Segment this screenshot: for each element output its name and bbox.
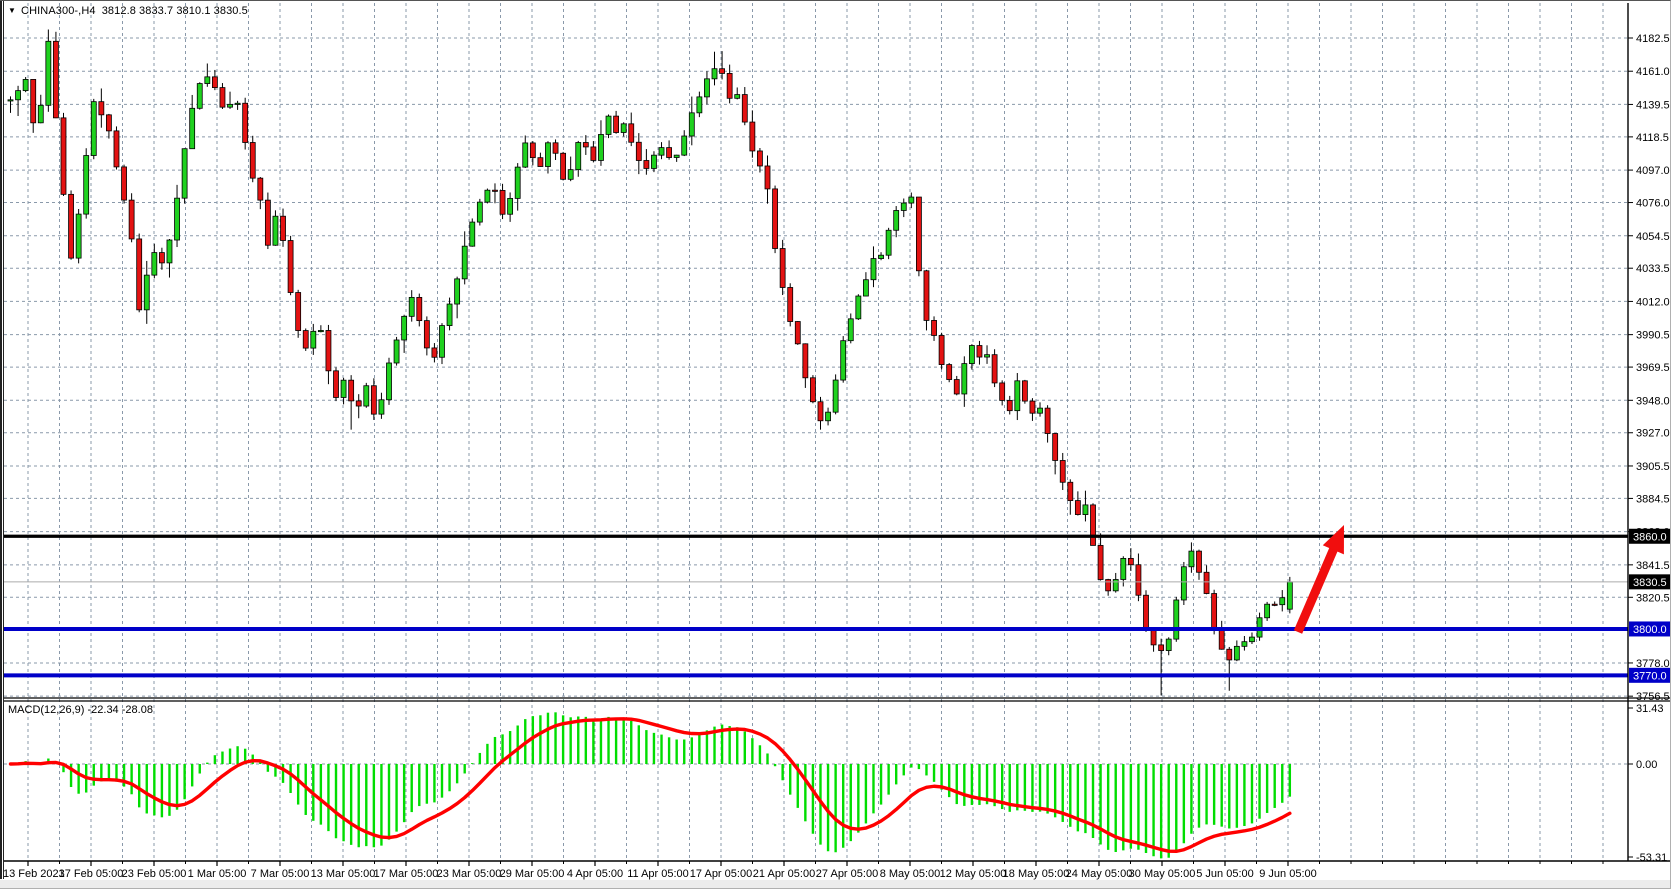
macd-signal-line	[8, 717, 1292, 854]
price-badge-3860.0	[1629, 528, 1670, 544]
ohlc-open-value: 3812.8	[101, 5, 136, 17]
price-badge-3800.0	[1629, 621, 1670, 637]
price-badge-label: 3770.0	[1633, 670, 1667, 682]
price-tick-label: 3969.5	[1636, 362, 1670, 374]
macd-indicator-label: MACD(12,26,9) -22.34 -28.08	[8, 704, 153, 716]
bottom-strip	[0, 880, 1670, 888]
price-badge-label: 3830.5	[1633, 577, 1667, 589]
price-tick-label: 3756.5	[1636, 691, 1670, 703]
price-tick-label: 3948.0	[1636, 395, 1670, 407]
time-tick-label: 4 Apr 05:00	[567, 868, 623, 880]
ohlc-low-value: 3810.1	[176, 5, 211, 17]
macd-name: MACD(12,26,9)	[8, 704, 85, 716]
price-tick-label: 4118.5	[1636, 132, 1669, 144]
macd-axis-labels: 31.43 0.00 -53.31	[1628, 703, 1667, 864]
time-tick-label: 30 May 05:00	[1129, 868, 1196, 880]
macd-tick-label: 31.43	[1636, 703, 1664, 715]
time-axis[interactable]	[0, 861, 1670, 881]
price-tick-label: 4012.0	[1636, 296, 1670, 308]
price-tick-label: 3841.5	[1636, 560, 1670, 572]
price-tick-label: 3884.5	[1636, 493, 1670, 505]
price-badge-3830.5	[1629, 574, 1670, 590]
price-tick-label: 4139.5	[1636, 99, 1670, 111]
macd-tick-label: -53.31	[1636, 852, 1667, 864]
price-tick-label: 3820.5	[1636, 592, 1670, 604]
ohlc-close-value: 3830.5	[213, 5, 248, 17]
pane-splitter[interactable]	[0, 694, 1628, 704]
candles-series[interactable]	[7, 29, 1293, 696]
price-tick-label: 4097.0	[1636, 165, 1670, 177]
time-tick-label: 8 May 05:00	[880, 868, 941, 880]
macd-main-value: -22.34	[87, 704, 119, 716]
price-tick-label: 3927.0	[1636, 428, 1670, 440]
price-tick-label: 4076.0	[1636, 198, 1670, 210]
price-tick-label: 4161.0	[1636, 66, 1670, 78]
time-tick-label: 17 Mar 05:00	[374, 868, 439, 880]
arrow-head	[1322, 525, 1344, 555]
time-tick-label: 23 Mar 05:00	[437, 868, 502, 880]
price-tick-label: 3778.0	[1636, 658, 1670, 670]
axes-frame	[0, 3, 1670, 862]
time-tick-label: 9 Jun 05:00	[1259, 868, 1317, 880]
time-tick-label: 13 Feb 2023	[3, 868, 65, 880]
trend-arrow[interactable]	[1293, 525, 1344, 634]
macd-signal-value: -28.08	[121, 704, 153, 716]
time-tick-label: 23 Feb 05:00	[122, 868, 187, 880]
time-tick-label: 29 Mar 05:00	[500, 868, 565, 880]
macd-tick-label: 0.00	[1636, 759, 1657, 771]
price-badge-3770.0	[1629, 667, 1670, 683]
price-tick-label: 4182.5	[1636, 33, 1670, 45]
time-tick-label: 11 Apr 05:00	[627, 868, 689, 880]
price-tick-label: 4054.5	[1636, 231, 1670, 243]
symbol-period-label: CHINA300-,H4	[21, 5, 96, 17]
symbol-dropdown-icon[interactable]: ▼	[8, 6, 17, 15]
price-tick-label: 4033.5	[1636, 263, 1670, 275]
time-tick-label: 1 Mar 05:00	[188, 868, 247, 880]
time-tick-label: 17 Feb 05:00	[59, 868, 124, 880]
price-badges: 3860.0 3830.5 3800.0 3770.0	[1629, 528, 1670, 683]
ohlc-high-value: 3833.7	[139, 5, 174, 17]
time-tick-label: 17 Apr 05:00	[690, 868, 752, 880]
time-tick-label: 18 May 05:00	[1003, 868, 1070, 880]
price-badge-label: 3860.0	[1633, 531, 1667, 543]
chart-title: ▼ CHINA300-,H4 3812.8 3833.7 3810.1 3830.…	[8, 5, 248, 17]
price-tick-label: 3905.5	[1636, 461, 1670, 473]
left-frame-border	[0, 1, 4, 879]
price-badge-label: 3800.0	[1633, 624, 1667, 636]
time-tick-label: 12 May 05:00	[940, 868, 1007, 880]
time-tick-label: 21 Apr 05:00	[753, 868, 815, 880]
time-tick-label: 27 Apr 05:00	[816, 868, 878, 880]
price-axis[interactable]	[1628, 1, 1670, 861]
price-tick-label: 3990.5	[1636, 330, 1670, 342]
time-tick-label: 7 Mar 05:00	[251, 868, 310, 880]
time-tick-label: 5 Jun 05:00	[1196, 868, 1254, 880]
time-tick-label: 13 Mar 05:00	[311, 868, 376, 880]
time-tick-label: 24 May 05:00	[1066, 868, 1133, 880]
